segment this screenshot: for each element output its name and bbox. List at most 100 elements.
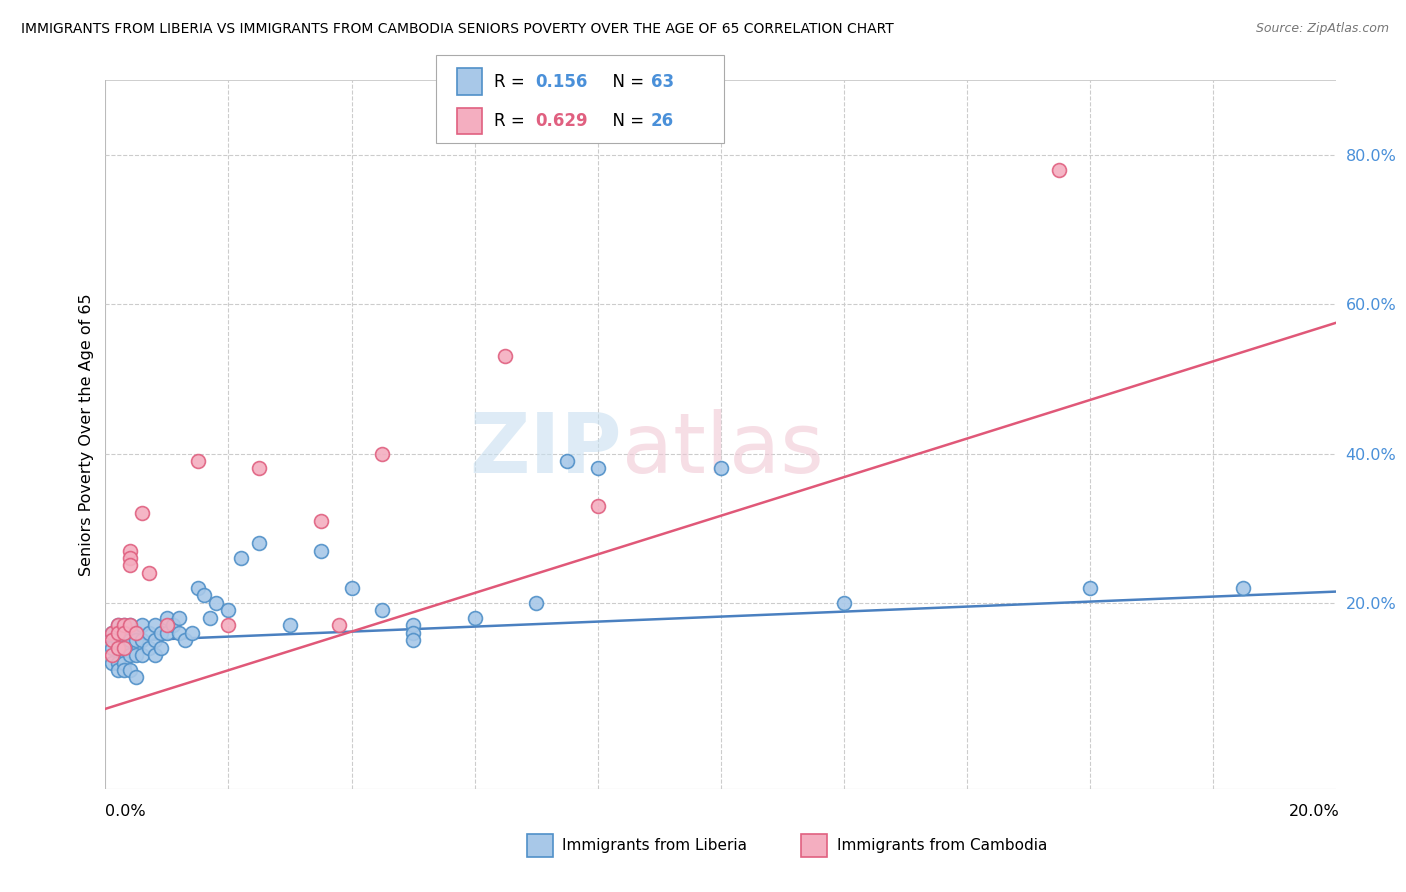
Point	[112, 640, 135, 655]
Point	[555, 454, 578, 468]
Text: Immigrants from Cambodia: Immigrants from Cambodia	[837, 838, 1047, 853]
Text: N =: N =	[602, 73, 650, 91]
Point	[112, 640, 135, 655]
Point	[371, 603, 394, 617]
Point	[169, 611, 191, 625]
Text: Immigrants from Liberia: Immigrants from Liberia	[562, 838, 748, 853]
Point	[156, 625, 179, 640]
Point	[107, 618, 129, 632]
Point	[180, 625, 202, 640]
Point	[247, 536, 270, 550]
Point	[205, 596, 228, 610]
Point	[1047, 162, 1070, 177]
Point	[340, 581, 363, 595]
Point	[402, 633, 425, 648]
Point	[586, 461, 609, 475]
Point	[125, 633, 148, 648]
Point	[120, 625, 141, 640]
Point	[218, 618, 240, 632]
Point	[187, 581, 209, 595]
Text: 26: 26	[651, 112, 673, 130]
Point	[138, 566, 160, 580]
Point	[107, 663, 129, 677]
Point	[149, 640, 172, 655]
Point	[138, 640, 160, 655]
Point	[125, 625, 148, 640]
Point	[120, 663, 141, 677]
Point	[125, 648, 148, 662]
Point	[112, 618, 135, 632]
Point	[120, 648, 141, 662]
Point	[107, 625, 129, 640]
Point	[112, 663, 135, 677]
Point	[1232, 581, 1254, 595]
Point	[710, 461, 733, 475]
Point	[402, 625, 425, 640]
Point	[187, 454, 209, 468]
Point	[112, 625, 135, 640]
Point	[464, 611, 486, 625]
Point	[309, 514, 332, 528]
Point	[143, 633, 166, 648]
Point	[112, 625, 135, 640]
Point	[309, 543, 332, 558]
Point	[112, 618, 135, 632]
Point	[174, 633, 197, 648]
Point	[586, 499, 609, 513]
Point	[112, 656, 135, 670]
Point	[120, 618, 141, 632]
Point	[131, 506, 153, 520]
Point	[218, 603, 240, 617]
Point	[524, 596, 547, 610]
Point	[229, 551, 252, 566]
Point	[120, 543, 141, 558]
Point	[832, 596, 855, 610]
Point	[131, 618, 153, 632]
Point	[107, 625, 129, 640]
Point	[198, 611, 221, 625]
Point	[131, 633, 153, 648]
Point	[100, 640, 122, 655]
Point	[143, 618, 166, 632]
Point	[100, 625, 122, 640]
Point	[149, 625, 172, 640]
Point	[247, 461, 270, 475]
Point	[100, 656, 122, 670]
Point	[402, 618, 425, 632]
Point	[107, 656, 129, 670]
Point	[125, 670, 148, 684]
Point	[107, 640, 129, 655]
Text: R =: R =	[494, 73, 530, 91]
Point	[1078, 581, 1101, 595]
Text: 0.156: 0.156	[536, 73, 588, 91]
Text: IMMIGRANTS FROM LIBERIA VS IMMIGRANTS FROM CAMBODIA SENIORS POVERTY OVER THE AGE: IMMIGRANTS FROM LIBERIA VS IMMIGRANTS FR…	[21, 22, 894, 37]
Text: N =: N =	[602, 112, 650, 130]
Text: Source: ZipAtlas.com: Source: ZipAtlas.com	[1256, 22, 1389, 36]
Point	[131, 648, 153, 662]
Y-axis label: Seniors Poverty Over the Age of 65: Seniors Poverty Over the Age of 65	[79, 293, 94, 576]
Point	[143, 648, 166, 662]
Point	[162, 618, 184, 632]
Point	[328, 618, 350, 632]
Point	[112, 633, 135, 648]
Text: R =: R =	[494, 112, 530, 130]
Text: atlas: atlas	[621, 409, 824, 490]
Point	[107, 618, 129, 632]
Text: ZIP: ZIP	[470, 409, 621, 490]
Point	[125, 625, 148, 640]
Text: 0.629: 0.629	[536, 112, 588, 130]
Point	[120, 551, 141, 566]
Point	[494, 350, 516, 364]
Text: 20.0%: 20.0%	[1289, 805, 1340, 819]
Point	[107, 633, 129, 648]
Point	[100, 648, 122, 662]
Text: 63: 63	[651, 73, 673, 91]
Point	[120, 618, 141, 632]
Point	[107, 640, 129, 655]
Point	[138, 625, 160, 640]
Point	[120, 633, 141, 648]
Point	[193, 588, 215, 602]
Point	[169, 625, 191, 640]
Text: 0.0%: 0.0%	[105, 805, 146, 819]
Point	[278, 618, 301, 632]
